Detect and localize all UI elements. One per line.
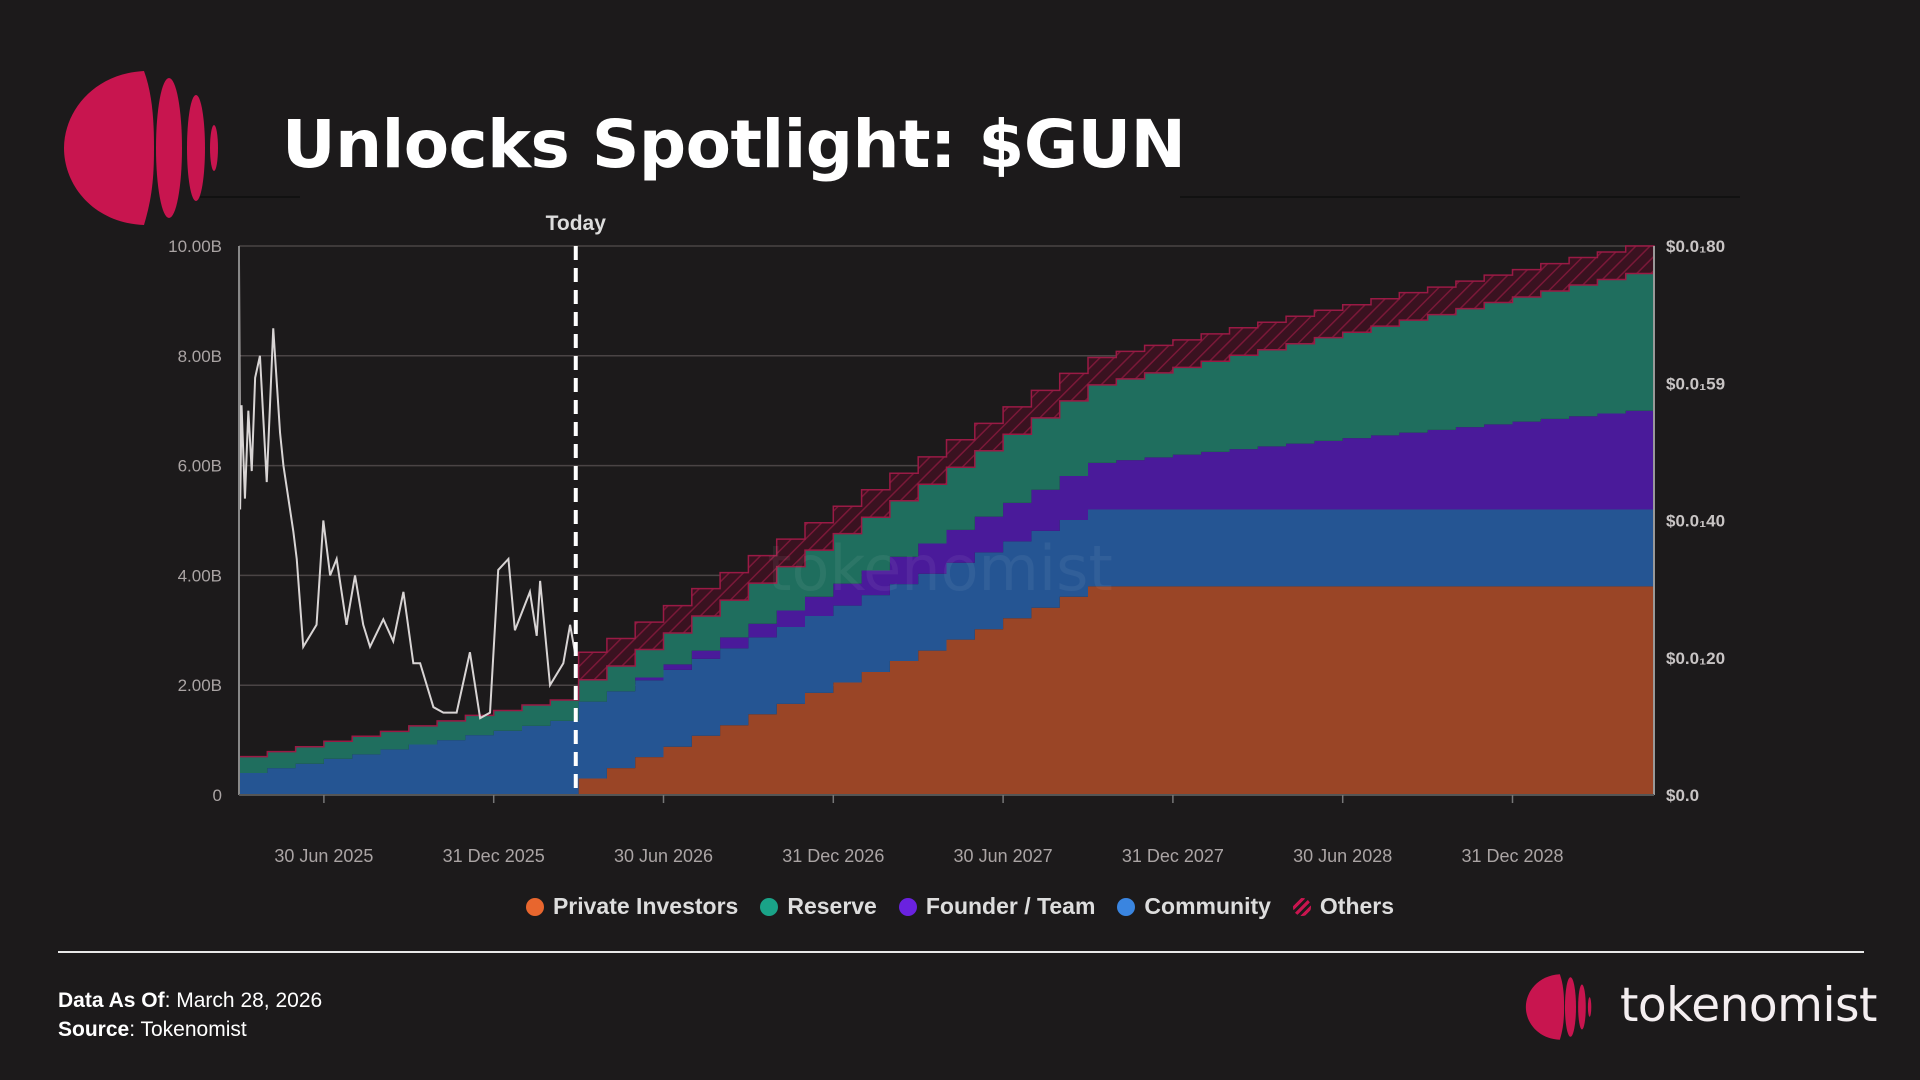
chart-legend: Private Investors Reserve Founder / Team Co… bbox=[0, 893, 1920, 920]
source: Source: Tokenomist bbox=[58, 1018, 247, 1042]
x-tick-label: 30 Jun 2025 bbox=[274, 846, 373, 866]
data-as-of-label: Data As Of bbox=[58, 989, 165, 1012]
area-private-investors bbox=[239, 586, 1654, 795]
y-tick-label: 8.00B bbox=[178, 347, 222, 366]
legend-item-private-investors[interactable]: Private Investors bbox=[525, 893, 739, 920]
title-underline-left bbox=[200, 196, 300, 198]
data-as-of: Data As Of: March 28, 2026 bbox=[58, 989, 322, 1013]
unlock-schedule-chart: tokenomist 0 2.00B 4.00B 6.00B 8.00B 10.00B $0… bbox=[168, 212, 1725, 866]
y2-tick-label: $0.0₁20 bbox=[1666, 649, 1725, 668]
x-tick-label: 31 Dec 2027 bbox=[1122, 846, 1224, 866]
y-tick-label: 4.00B bbox=[178, 566, 222, 585]
legend-swatch-icon bbox=[525, 897, 544, 916]
y2-tick-label: $0.0₁59 bbox=[1666, 374, 1725, 393]
legend-label: Others bbox=[1319, 893, 1395, 919]
legend-item-founder-team[interactable]: Founder / Team bbox=[898, 893, 1096, 920]
area-community bbox=[239, 509, 1654, 795]
y2-tick-label: $0.0₁40 bbox=[1666, 512, 1725, 531]
title-underline-right bbox=[1180, 196, 1740, 198]
legend-label: Community bbox=[1144, 893, 1271, 919]
x-tick-label: 31 Dec 2026 bbox=[782, 846, 884, 866]
tokenomist-brand-icon bbox=[1525, 974, 1592, 1040]
legend-label: Founder / Team bbox=[925, 893, 1096, 919]
brand-name: tokenomist bbox=[1620, 978, 1877, 1033]
legend-item-community[interactable]: Community bbox=[1117, 893, 1271, 920]
price-line bbox=[238, 262, 576, 720]
tokenomist-logo-icon bbox=[64, 71, 218, 225]
source-value: : Tokenomist bbox=[129, 1018, 247, 1041]
legend-item-others[interactable]: Others bbox=[1292, 893, 1395, 920]
area-reserve bbox=[239, 273, 1654, 774]
y-tick-label: 10.00B bbox=[168, 237, 222, 256]
x-tick-label: 30 Jun 2028 bbox=[1293, 846, 1392, 866]
legend-label: Private Investors bbox=[552, 893, 739, 919]
legend-swatch-icon bbox=[1292, 897, 1311, 916]
x-tick-label: 30 Jun 2026 bbox=[614, 846, 713, 866]
y-tick-label: 6.00B bbox=[178, 457, 222, 476]
y-tick-label: 2.00B bbox=[178, 676, 222, 695]
y2-tick-label: $0.0₁80 bbox=[1666, 237, 1725, 256]
source-label: Source bbox=[58, 1018, 130, 1041]
footer-divider bbox=[58, 951, 1864, 953]
legend-label: Reserve bbox=[787, 893, 877, 919]
page-title: Unlocks Spotlight: $GUN bbox=[282, 106, 1186, 183]
legend-item-reserve[interactable]: Reserve bbox=[760, 893, 877, 920]
data-as-of-value: : March 28, 2026 bbox=[164, 989, 323, 1012]
area-founder-team bbox=[239, 410, 1654, 774]
y-tick-label: 0 bbox=[213, 786, 222, 805]
legend-swatch-icon bbox=[898, 897, 917, 916]
today-label: Today bbox=[546, 212, 607, 235]
legend-swatch-icon bbox=[1117, 897, 1136, 916]
y2-tick-label: $0.0 bbox=[1666, 786, 1699, 805]
x-tick-label: 30 Jun 2027 bbox=[954, 846, 1053, 866]
legend-swatch-icon bbox=[760, 897, 779, 916]
x-tick-label: 31 Dec 2028 bbox=[1461, 846, 1563, 866]
x-tick-label: 31 Dec 2025 bbox=[443, 846, 545, 866]
watermark-text: tokenomist bbox=[767, 532, 1113, 605]
